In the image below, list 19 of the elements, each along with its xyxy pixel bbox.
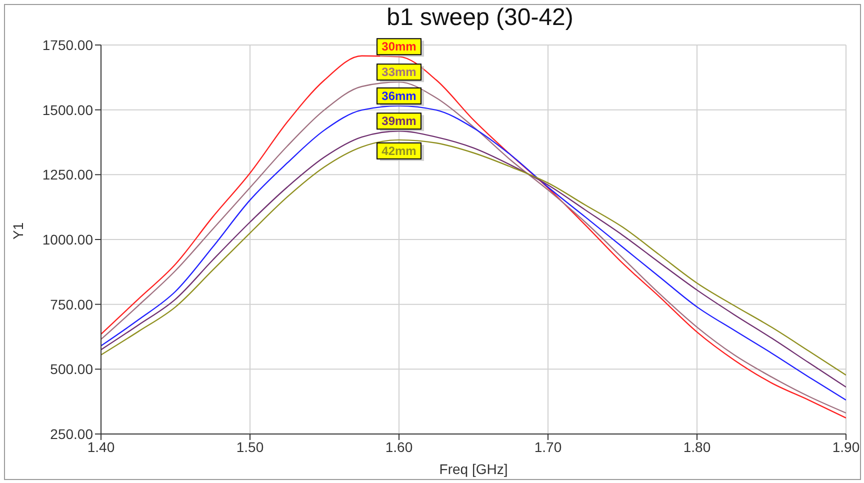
- x-tick-label: 1.70: [534, 438, 562, 455]
- x-axis-title: Freq [GHz]: [439, 461, 508, 477]
- y-tick-label: 1250.00: [42, 166, 94, 183]
- series-label: 42mm: [382, 144, 416, 158]
- x-tick-label: 1.50: [236, 438, 264, 455]
- x-tick-label: 1.80: [683, 438, 711, 455]
- x-tick-label: 1.60: [385, 438, 413, 455]
- series-label: 33mm: [382, 65, 416, 80]
- y-tick-label: 1500.00: [42, 102, 94, 118]
- chart-title: b1 sweep (30-42): [386, 4, 574, 32]
- series-label: 30mm: [382, 40, 416, 54]
- y-tick-label: 500.00: [50, 361, 94, 378]
- y-tick-label: 1750.00: [42, 36, 94, 53]
- series-label: 36mm: [382, 88, 416, 103]
- series-label: 39mm: [382, 114, 416, 128]
- x-tick-label: 1.90: [832, 438, 860, 455]
- y-tick-label: 750.00: [50, 296, 94, 312]
- y-axis-title: Y1: [10, 222, 26, 240]
- y-tick-label: 1000.00: [42, 231, 94, 248]
